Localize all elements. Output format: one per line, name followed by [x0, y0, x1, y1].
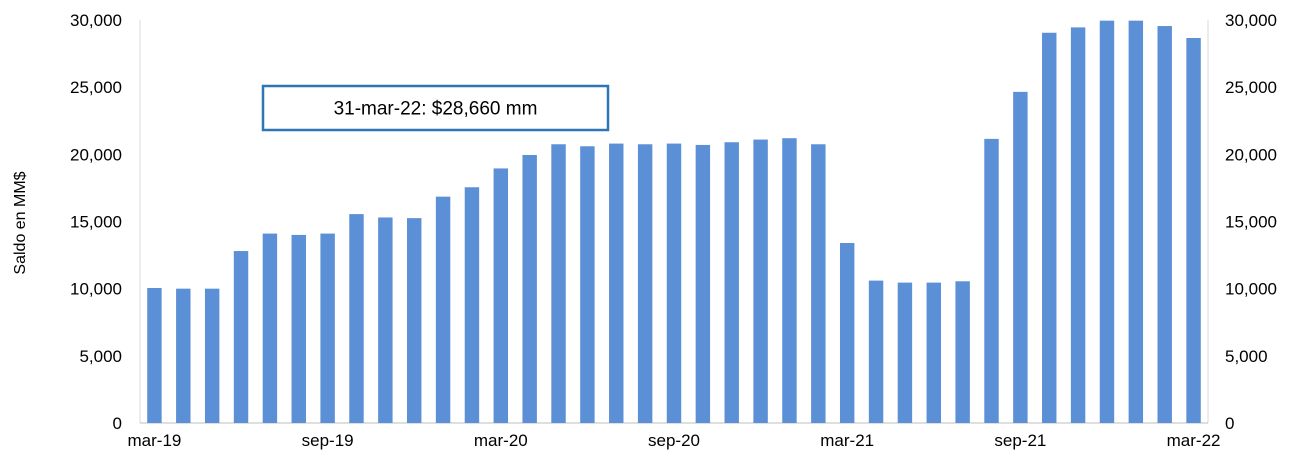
bar-oct-21 [1042, 32, 1057, 423]
bar-oct-19 [349, 214, 364, 423]
y-tick-left: 0 [113, 414, 122, 433]
bar-apr-20 [522, 155, 537, 423]
x-tick-sep-19: sep-19 [302, 431, 354, 450]
bars [147, 20, 1201, 424]
x-tick-sep-20: sep-20 [648, 431, 700, 450]
bar-aug-19 [291, 234, 306, 423]
bar-aug-21 [984, 138, 999, 423]
bar-feb-22 [1157, 26, 1172, 424]
y-axis-title: Saldo en MM$ [12, 171, 29, 274]
bar-mar-22 [1186, 38, 1201, 423]
bar-aug-20 [637, 144, 653, 423]
bar-jul-21 [955, 281, 970, 423]
bar-sep-19 [320, 233, 335, 423]
y-tick-right: 0 [1225, 414, 1234, 433]
bar-mar-20 [493, 168, 509, 423]
annotation-text: 31-mar-22: $28,660 mm [334, 99, 538, 120]
y-tick-left: 20,000 [70, 145, 122, 164]
y-tick-right: 30,000 [1225, 11, 1277, 30]
bar-jan-22 [1128, 20, 1144, 423]
bar-jun-20 [580, 146, 595, 423]
bar-jan-21 [782, 138, 797, 423]
y-tick-right: 25,000 [1225, 78, 1277, 97]
x-tick-mar-19: mar-19 [128, 431, 182, 450]
bar-nov-21 [1070, 27, 1086, 423]
bar-jan-20 [435, 196, 451, 423]
y-tick-left: 5,000 [79, 347, 122, 366]
bar-jun-19 [233, 251, 249, 423]
bar-dec-20 [753, 139, 768, 423]
x-tick-mar-22: mar-22 [1167, 431, 1221, 450]
bar-apr-21 [868, 280, 884, 423]
bar-mar-19 [147, 288, 162, 423]
y-tick-right: 5,000 [1225, 347, 1268, 366]
x-tick-mar-21: mar-21 [820, 431, 874, 450]
bar-nov-20 [724, 142, 739, 424]
bar-dec-21 [1099, 20, 1115, 423]
bar-oct-20 [695, 144, 711, 423]
annotation-box [261, 84, 610, 132]
bar-sep-21 [1013, 91, 1028, 424]
y-tick-right: 15,000 [1225, 213, 1277, 232]
bar-feb-21 [811, 144, 826, 423]
bar-sep-20 [666, 143, 682, 423]
bar-nov-19 [378, 217, 393, 423]
y-tick-left: 15,000 [70, 213, 122, 232]
bar-jul-19 [262, 233, 278, 423]
bar-jul-20 [609, 143, 624, 423]
annotation-callout: 31-mar-22: $28,660 mm [261, 84, 610, 132]
bar-may-19 [204, 288, 220, 423]
y-tick-left: 30,000 [70, 11, 122, 30]
x-tick-sep-21: sep-21 [994, 431, 1046, 450]
bar-may-20 [551, 144, 566, 423]
bar-apr-19 [176, 288, 191, 423]
x-tick-mar-20: mar-20 [474, 431, 528, 450]
y-tick-right: 20,000 [1225, 145, 1277, 164]
bar-feb-20 [464, 187, 480, 423]
bar-mar-21 [839, 242, 855, 423]
y-tick-left: 25,000 [70, 78, 122, 97]
bar-may-21 [897, 282, 913, 423]
y-tick-right: 10,000 [1225, 280, 1277, 299]
tick-labels: 0 0 5,000 5,000 10,000 10,000 15,000 15,000 20,0… [70, 11, 1277, 450]
bar-dec-19 [407, 218, 422, 423]
y-tick-left: 10,000 [70, 280, 122, 299]
bar-jun-21 [926, 282, 941, 423]
